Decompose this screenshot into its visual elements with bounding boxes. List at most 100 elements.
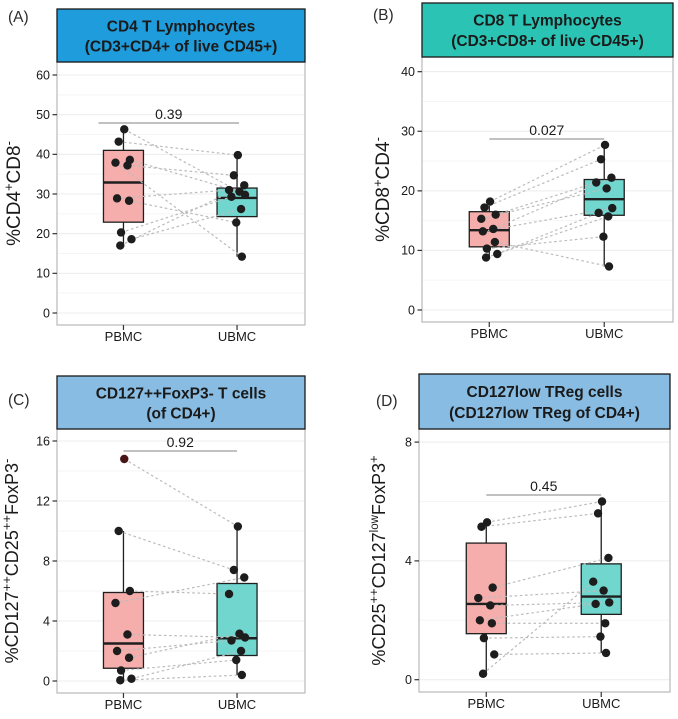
y-tick-label: 40 bbox=[36, 148, 50, 162]
pair-line bbox=[478, 590, 604, 599]
data-point bbox=[111, 598, 120, 608]
pair-line bbox=[485, 215, 609, 259]
pair-line bbox=[482, 581, 594, 675]
x-tick-label-pbmc: PBMC bbox=[470, 326, 508, 341]
data-point bbox=[237, 252, 247, 261]
data-point bbox=[480, 203, 489, 212]
pair-line bbox=[492, 557, 609, 589]
data-point bbox=[124, 653, 134, 662]
data-point bbox=[481, 253, 491, 262]
pair-line bbox=[129, 159, 240, 193]
data-point bbox=[486, 601, 495, 610]
data-point bbox=[123, 630, 132, 639]
data-point bbox=[124, 196, 134, 205]
panel-letter: (D) bbox=[376, 393, 398, 410]
data-point bbox=[114, 526, 123, 536]
data-point bbox=[116, 241, 125, 250]
data-point bbox=[116, 676, 125, 685]
y-tick-label: 8 bbox=[43, 554, 50, 568]
data-point bbox=[111, 158, 120, 167]
y-tick-label: 50 bbox=[36, 108, 50, 122]
data-point bbox=[594, 208, 603, 218]
pair-line bbox=[123, 128, 246, 196]
pair-line bbox=[479, 603, 596, 621]
data-point bbox=[229, 171, 239, 180]
panel-title-line2: (of CD4+) bbox=[146, 405, 215, 422]
y-tick-label: 12 bbox=[36, 494, 50, 508]
panel-title-line2: (CD3+CD8+ of live CD45+) bbox=[451, 33, 644, 50]
pair-line bbox=[115, 576, 245, 604]
data-point bbox=[240, 181, 249, 190]
pair-line bbox=[117, 639, 232, 652]
y-axis-label: %CD8+CD4- bbox=[370, 137, 394, 242]
y-axis-label: %CD4+CD8- bbox=[1, 141, 25, 246]
data-point bbox=[482, 518, 492, 527]
data-point bbox=[233, 150, 243, 160]
panel-title-box bbox=[421, 2, 674, 58]
data-point bbox=[491, 210, 500, 219]
data-point bbox=[490, 237, 500, 247]
box-pbmc bbox=[465, 542, 507, 635]
pair-line bbox=[486, 500, 603, 523]
box-ubmc bbox=[216, 582, 258, 657]
data-point bbox=[240, 633, 250, 642]
pair-line bbox=[127, 633, 246, 639]
data-point bbox=[485, 197, 495, 206]
y-tick-label: 20 bbox=[36, 227, 50, 241]
panel-letter: (A) bbox=[8, 9, 29, 26]
data-point bbox=[589, 577, 598, 586]
data-point bbox=[604, 553, 613, 563]
pair-line bbox=[123, 458, 239, 528]
data-point bbox=[596, 155, 606, 164]
panel-title-box bbox=[418, 373, 671, 430]
data-point bbox=[605, 598, 614, 607]
y-tick-label: 8 bbox=[405, 435, 412, 449]
data-point bbox=[127, 674, 136, 683]
p-value-label: 0.45 bbox=[530, 478, 557, 494]
panel-letter: (C) bbox=[8, 392, 30, 409]
y-tick-label: 20 bbox=[401, 184, 415, 198]
box-pbmc bbox=[102, 591, 145, 669]
panel-title-line1: CD8 T Lymphocytes bbox=[473, 13, 621, 30]
data-point bbox=[236, 646, 246, 656]
pair-line bbox=[494, 241, 610, 268]
data-point bbox=[490, 650, 499, 659]
data-point bbox=[114, 137, 123, 146]
pair-line bbox=[486, 236, 604, 250]
pair-line bbox=[129, 590, 230, 595]
data-point bbox=[604, 262, 614, 271]
data-point bbox=[600, 140, 610, 150]
data-point bbox=[240, 190, 250, 199]
data-point bbox=[224, 185, 234, 195]
y-tick-label: 4 bbox=[43, 614, 50, 628]
data-point bbox=[236, 204, 246, 214]
data-point bbox=[120, 454, 129, 464]
data-point bbox=[607, 173, 616, 182]
data-point bbox=[597, 497, 607, 506]
p-value-label: 0.92 bbox=[167, 434, 194, 450]
pair-line bbox=[493, 177, 612, 230]
pair-line bbox=[118, 530, 235, 571]
pair-line bbox=[484, 158, 602, 209]
y-tick-label: 0 bbox=[43, 674, 50, 688]
data-point bbox=[593, 509, 603, 518]
pair-line bbox=[482, 207, 613, 232]
y-tick-label: 0 bbox=[43, 306, 50, 320]
y-tick-label: 4 bbox=[405, 554, 412, 568]
y-axis-label: %CD25++CD127lowFoxP3+ bbox=[366, 455, 389, 665]
y-tick-label: 60 bbox=[36, 68, 50, 82]
data-point bbox=[123, 161, 132, 170]
p-value-label: 0.39 bbox=[155, 106, 182, 122]
pair-line bbox=[481, 512, 599, 528]
data-point bbox=[240, 573, 249, 582]
data-point bbox=[488, 583, 497, 592]
panel-D: 0 4 8 PBMC UBMC CD127low TReg cells (CD127low … bbox=[366, 373, 671, 711]
box-pbmc bbox=[102, 149, 145, 223]
pair-line bbox=[131, 208, 242, 240]
panel-title-line1: CD4 T Lymphocytes bbox=[107, 18, 255, 35]
panel-title-box bbox=[56, 8, 306, 63]
y-tick-label: 10 bbox=[36, 267, 50, 281]
data-point bbox=[601, 619, 610, 628]
